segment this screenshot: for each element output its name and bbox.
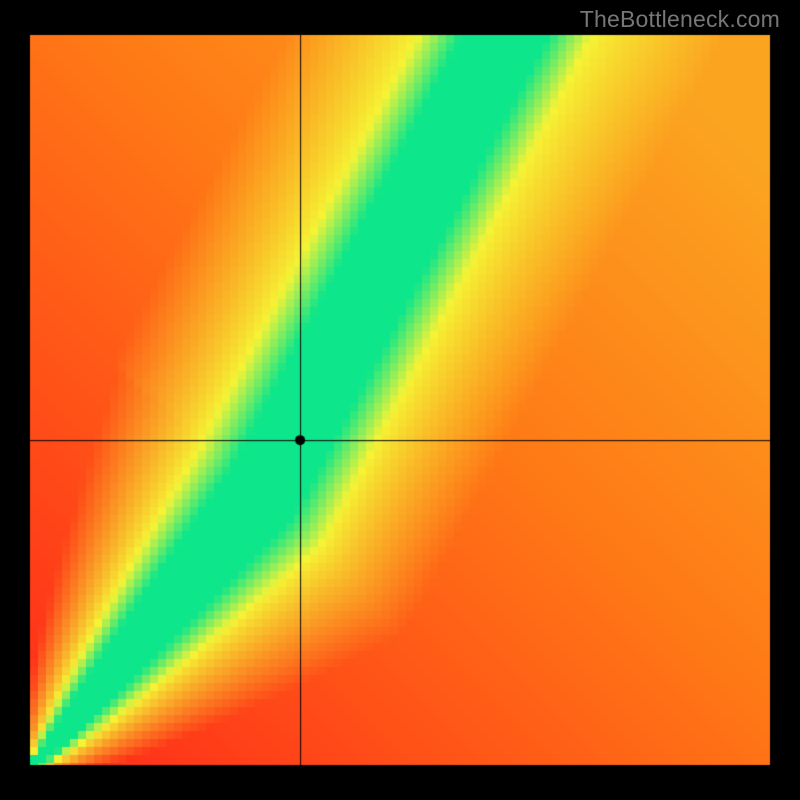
watermark-text: TheBottleneck.com [580, 6, 780, 33]
chart-container: TheBottleneck.com [0, 0, 800, 800]
bottleneck-heatmap-canvas [0, 0, 800, 800]
